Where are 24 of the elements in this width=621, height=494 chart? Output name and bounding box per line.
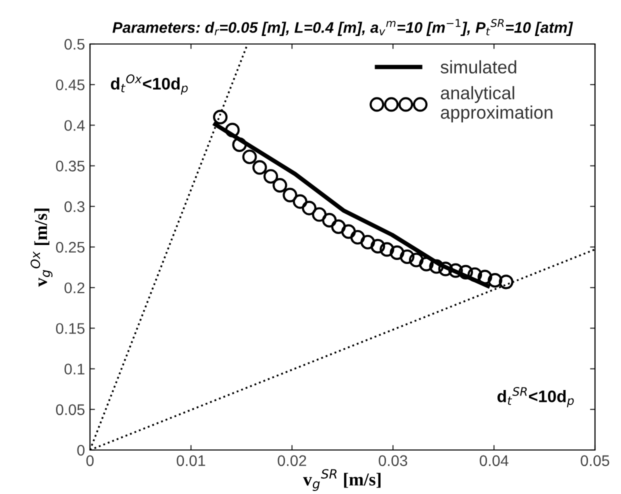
y-tick-label: 0.25 — [56, 242, 84, 253]
x-tick-label: 0.05 — [580, 455, 610, 466]
x-axis-title: v$_{g}$$^{SR}$ [m/s] — [303, 469, 381, 491]
y-tick-label: 0.5 — [64, 38, 84, 50]
y-tick-label: 0.1 — [64, 364, 84, 374]
chart-title: Parameters: d$_{r}$=0.05 [m], L=0.4 [m], a$_{v}$$^{m}$=10 [m$^{−1}$], P$_{t}$$^{SR}$=10 [atm] — [112, 18, 574, 36]
x-tick-label: 0.03 — [378, 455, 408, 466]
x-tick-label: 0.01 — [176, 455, 206, 466]
legend-label: analytical approximation — [440, 86, 552, 122]
annotation: d$_{t}$$^{SR}$<10d$_{p}$ — [497, 387, 574, 408]
x-tick-label: 0.02 — [278, 455, 306, 466]
y-tick-label: 0.35 — [56, 160, 84, 172]
y-tick-label: 0.45 — [56, 79, 84, 90]
y-tick-label: 0.05 — [56, 404, 84, 416]
legend-label: simulated — [440, 60, 516, 74]
x-tick-label: 0 — [86, 455, 94, 466]
y-tick-label: 0 — [77, 444, 85, 456]
y-tick-label: 0.3 — [64, 201, 84, 212]
y-tick-label: 0.15 — [56, 323, 84, 334]
y-axis-title: v$_{g}$$^{Ox}$ [m/s] — [30, 208, 52, 287]
y-tick-label: 0.4 — [64, 120, 85, 131]
annotation: d$_{t}$$^{Ox}$<10d$_{p}$ — [110, 74, 188, 95]
y-tick-label: 0.2 — [64, 282, 84, 294]
x-tick-label: 0.04 — [480, 455, 508, 466]
